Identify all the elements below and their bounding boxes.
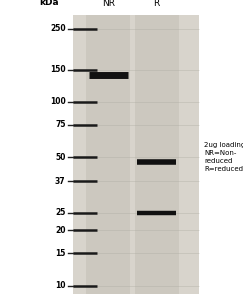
Text: 10: 10: [55, 281, 66, 290]
Text: 25: 25: [55, 208, 66, 217]
Text: R: R: [154, 0, 160, 8]
Bar: [86, 15, 130, 294]
Text: 15: 15: [55, 249, 66, 258]
Text: 250: 250: [50, 24, 66, 33]
Text: 100: 100: [50, 98, 66, 106]
Text: 50: 50: [55, 153, 66, 162]
Text: 37: 37: [55, 177, 66, 186]
Bar: [73, 15, 199, 294]
Text: kDa: kDa: [39, 0, 58, 7]
Text: 2ug loading
NR=Non-
reduced
R=reduced: 2ug loading NR=Non- reduced R=reduced: [204, 142, 243, 172]
Bar: [135, 15, 179, 294]
Text: 75: 75: [55, 120, 66, 129]
Text: 20: 20: [55, 226, 66, 235]
Text: 150: 150: [50, 65, 66, 74]
Text: NR: NR: [102, 0, 115, 8]
